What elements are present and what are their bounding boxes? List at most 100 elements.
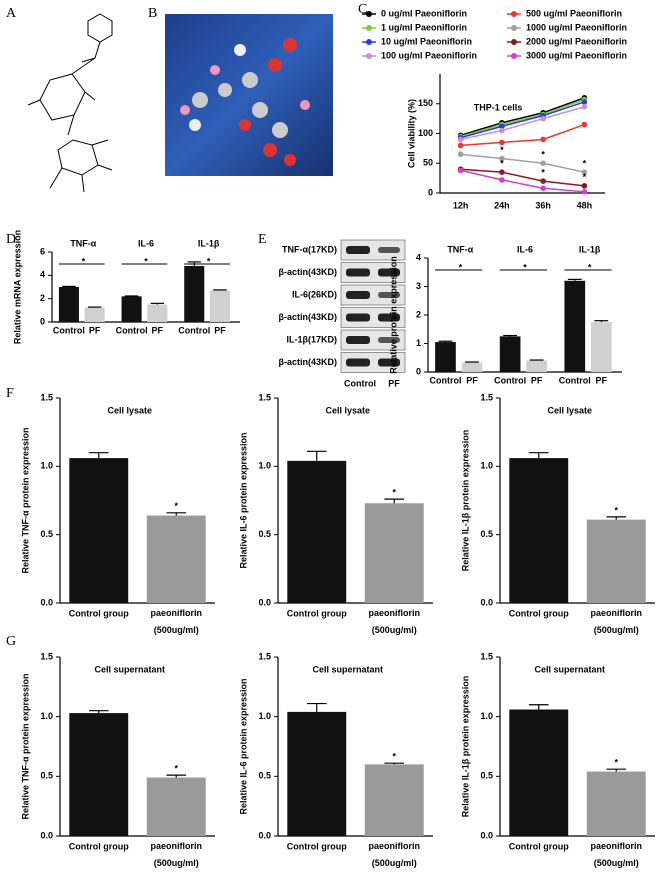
bar xyxy=(509,458,569,603)
blot-band xyxy=(346,313,370,322)
y-axis-label: Relative mRNA expression xyxy=(12,230,22,344)
legend-label: 10 ug/ml Paeoniflorin xyxy=(381,36,472,46)
bar xyxy=(526,360,547,372)
y-tick-label: 2 xyxy=(416,309,421,319)
point xyxy=(457,167,464,174)
group-label: IL-1β xyxy=(198,238,220,248)
y-tick-label: 1.5 xyxy=(480,392,493,402)
y-tick-label: 1 xyxy=(416,338,421,348)
x-tick-label: Control group xyxy=(69,841,129,851)
point xyxy=(581,121,588,128)
y-tick-label: 100 xyxy=(418,128,433,138)
x-tick-label: paeoniflorin (500ug/ml) xyxy=(151,841,203,868)
significance: * xyxy=(392,752,396,762)
blot-strip xyxy=(340,262,406,283)
bar xyxy=(58,287,79,322)
panel-letter: A xyxy=(6,6,17,21)
significance: * xyxy=(583,172,587,182)
point xyxy=(499,169,505,175)
point xyxy=(581,183,588,189)
chart-title: Cell lysate xyxy=(325,405,370,415)
series-line xyxy=(460,169,585,193)
y-tick-label: 6 xyxy=(40,246,45,256)
series-line xyxy=(460,153,585,173)
significance: * xyxy=(500,145,504,155)
point xyxy=(540,178,546,184)
y-tick-label: 0 xyxy=(40,316,45,326)
x-tick-label: 36h xyxy=(535,200,551,210)
y-tick-label: 0.5 xyxy=(480,529,493,539)
x-tick-label: 24h xyxy=(494,200,510,210)
y-axis-label: Relative protein expression xyxy=(388,256,398,374)
x-tick-label: paeoniflorin (500ug/ml) xyxy=(591,608,643,635)
series-line xyxy=(460,168,585,187)
significance: * xyxy=(614,505,618,515)
point xyxy=(499,127,505,134)
series-line xyxy=(460,98,585,138)
group-label: IL-1β xyxy=(579,244,601,254)
y-tick-label: 0.5 xyxy=(258,771,271,781)
blot-band xyxy=(378,292,400,298)
blot-label: β-actin(43KD) xyxy=(279,357,338,367)
panel-letter: C xyxy=(358,2,367,17)
bar xyxy=(499,336,521,372)
significance: * xyxy=(82,256,86,266)
chart-title: Cell supernatant xyxy=(312,664,383,674)
y-tick-label: 0.0 xyxy=(480,830,493,840)
y-tick-label: 1.5 xyxy=(480,651,493,661)
panel-letter: D xyxy=(6,232,16,247)
y-tick-label: 1.5 xyxy=(40,392,53,402)
y-axis-label: Cell viability (%) xyxy=(406,99,416,168)
y-tick-label: 0.5 xyxy=(40,529,53,539)
y-tick-label: 0.5 xyxy=(480,771,493,781)
group-label: IL-6 xyxy=(517,244,533,254)
blot-band xyxy=(378,313,400,322)
series-label: Control xyxy=(494,375,526,385)
blot-strip xyxy=(340,284,406,306)
point xyxy=(581,103,588,110)
series-label: PF xyxy=(596,375,608,385)
series-label: PF xyxy=(531,375,543,385)
legend-label: 0 ug/ml Paeoniflorin xyxy=(381,8,467,18)
legend-label: 1 ug/ml Paeoniflorin xyxy=(381,22,467,32)
group-label: TNF-α xyxy=(70,238,96,248)
y-tick-label: 1.0 xyxy=(480,711,493,721)
significance: * xyxy=(541,150,545,160)
y-axis-label: Relative IL-6 protein expression xyxy=(238,678,248,814)
blot-band xyxy=(346,358,370,367)
legend-label: 100 ug/ml Paeoniflorin xyxy=(381,50,477,60)
series-label: Control xyxy=(53,325,85,335)
bar xyxy=(509,709,569,836)
blot-band xyxy=(346,246,370,254)
bar xyxy=(184,266,205,322)
bar xyxy=(84,307,105,322)
blot-band xyxy=(346,291,370,299)
y-tick-label: 1.0 xyxy=(480,461,493,471)
legend-marker xyxy=(511,25,517,31)
blot-label: β-actin(43KD) xyxy=(279,312,338,322)
series-label: PF xyxy=(152,325,164,335)
bar xyxy=(461,362,483,372)
bar xyxy=(564,280,586,372)
panel-letter: F xyxy=(6,386,14,401)
significance: * xyxy=(392,488,396,498)
y-axis-label: Relative IL-6 protein expression xyxy=(238,432,248,568)
point xyxy=(581,99,588,105)
x-tick-label: paeoniflorin (500ug/ml) xyxy=(591,841,643,868)
x-tick-label: Control group xyxy=(287,608,347,618)
y-tick-label: 1.5 xyxy=(258,651,271,661)
point xyxy=(457,142,464,149)
x-tick-label: Control group xyxy=(69,608,129,618)
series-line xyxy=(460,97,585,137)
significance: * xyxy=(583,159,587,169)
y-tick-label: 0.0 xyxy=(40,830,53,840)
bar xyxy=(364,503,424,603)
bar xyxy=(146,777,206,836)
y-tick-label: 1.0 xyxy=(258,461,271,471)
point xyxy=(499,139,505,146)
lane-label: PF xyxy=(388,378,400,388)
bar xyxy=(69,713,129,836)
y-tick-label: 4 xyxy=(40,270,45,280)
y-tick-label: 0 xyxy=(416,366,421,376)
bar xyxy=(586,771,646,836)
